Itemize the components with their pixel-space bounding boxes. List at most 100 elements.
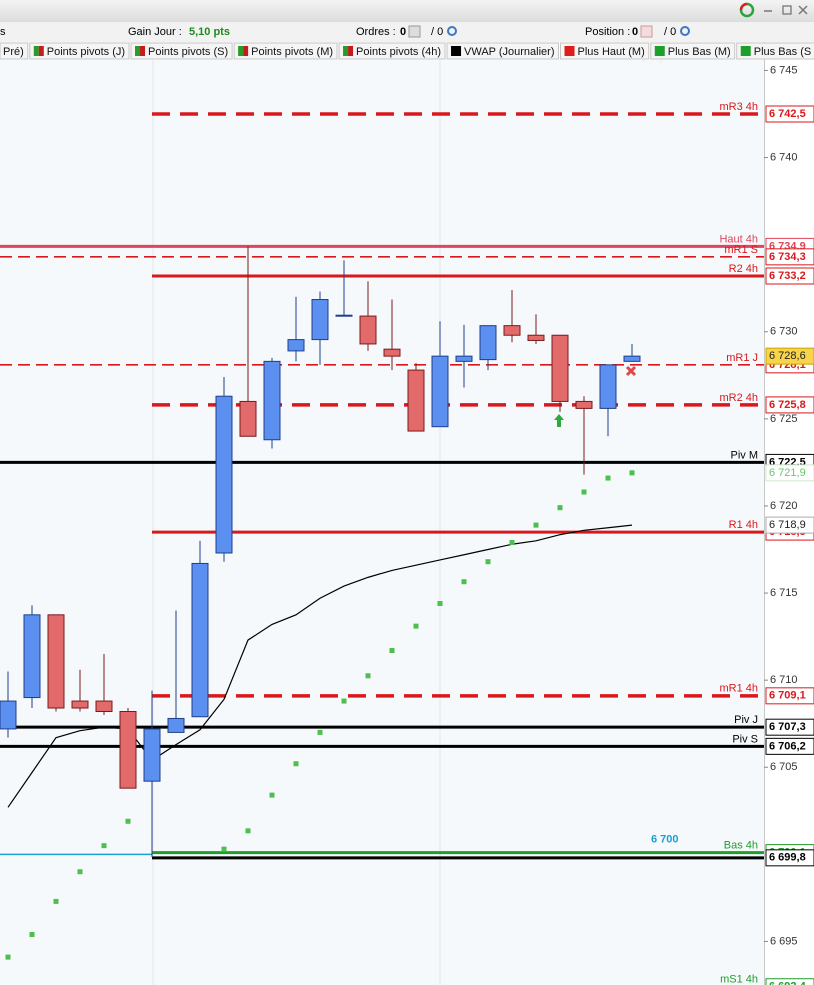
- vwap-label: 6 718,9: [769, 519, 806, 531]
- last-price-label: 6 728,6: [769, 350, 806, 362]
- position-settings-icon[interactable]: [680, 26, 690, 36]
- tab-label: VWAP (Journalier): [464, 46, 554, 58]
- orders-settings-icon[interactable]: [447, 26, 457, 36]
- tab-background: [130, 42, 233, 60]
- sar-dot: [29, 931, 35, 937]
- tab-label: Points pivots (M): [251, 46, 333, 58]
- indicator-tab[interactable]: VWAP (Journalier): [446, 42, 560, 60]
- y-tick-label: 6 695: [770, 935, 798, 947]
- candle-body: [71, 700, 89, 709]
- indicator-tab[interactable]: Plus Bas (S: [736, 42, 814, 60]
- level-label-box: [765, 105, 814, 123]
- annotation-label: 6 700: [651, 833, 679, 845]
- tab-swatch: [654, 46, 665, 56]
- sar-dot: [269, 792, 275, 798]
- orders-close-icon[interactable]: [408, 25, 421, 38]
- sar-dot: [5, 954, 11, 960]
- candle-body: [623, 355, 641, 362]
- tab-swatch: [740, 46, 751, 56]
- candle-body: [527, 334, 545, 341]
- sar-dot: [461, 579, 467, 585]
- tab-background: [233, 42, 338, 60]
- y-tick-label: 6 720: [770, 500, 798, 512]
- level-name: mR1 4h: [719, 683, 758, 695]
- level-label: 6 742,5: [769, 108, 806, 120]
- level-label-box: [765, 396, 814, 414]
- candle-body: [0, 700, 17, 730]
- candle-body: [47, 614, 65, 709]
- level-label-box: [765, 737, 814, 755]
- candle-body: [239, 400, 257, 437]
- level-label: 6 734,3: [769, 251, 806, 263]
- indicator-tab[interactable]: Plus Bas (M): [650, 42, 736, 60]
- price-axis: [764, 42, 814, 985]
- level-name: R2 4h: [729, 263, 758, 275]
- candle-body: [119, 711, 137, 789]
- tab-swatch: [38, 46, 44, 56]
- y-tick-label: 6 725: [770, 413, 798, 425]
- level-label-box: [765, 718, 814, 736]
- indicator-tab[interactable]: Points pivots (M): [233, 42, 338, 60]
- tab-swatch: [343, 46, 349, 56]
- indicator-tab[interactable]: Plus Haut (M): [560, 42, 650, 60]
- sar-dot: [605, 475, 611, 481]
- position-close-icon[interactable]: [640, 25, 653, 38]
- tab-label: Points pivots (J): [47, 46, 125, 58]
- orders-value: 0: [400, 26, 406, 38]
- candle-body: [287, 339, 305, 352]
- tab-label: Points pivots (4h): [356, 46, 441, 58]
- candle-body: [95, 700, 113, 713]
- sar-dot: [413, 623, 419, 629]
- candle-body: [503, 325, 521, 336]
- level-name: Haut 4h: [719, 233, 758, 245]
- indicator-tab[interactable]: Points pivots (S): [130, 42, 233, 60]
- indicator-tab[interactable]: Points pivots (4h): [338, 42, 446, 60]
- indicator-tab[interactable]: Pré): [0, 42, 29, 60]
- maximize-button[interactable]: [782, 5, 792, 15]
- level-label: 6 707,3: [769, 721, 806, 733]
- tab-swatch: [243, 46, 249, 56]
- candle-body: [359, 315, 377, 345]
- close-button[interactable]: [798, 5, 808, 15]
- level-label-box: [765, 267, 814, 285]
- y-tick-label: 6 715: [770, 587, 798, 599]
- sar-dot: [245, 828, 251, 834]
- candle-body: [479, 325, 497, 361]
- sar-dot: [437, 601, 443, 607]
- level-name: mR2 4h: [719, 392, 758, 404]
- tab-swatch: [33, 46, 39, 56]
- sar-dot: [533, 522, 539, 528]
- tab-background: [338, 42, 446, 60]
- y-tick-label: 6 740: [770, 151, 798, 163]
- level-label: 6 706,2: [769, 740, 806, 752]
- candle-body: [191, 562, 209, 718]
- sar-dot: [629, 470, 635, 476]
- tab-swatch: [140, 46, 146, 56]
- candle-body: [455, 355, 473, 362]
- order-cancel-icon[interactable]: [625, 365, 637, 377]
- title-bar: [0, 0, 814, 22]
- candle-body: [23, 614, 41, 699]
- gain-label: Gain Jour :: [128, 26, 182, 38]
- tab-label: Plus Bas (S: [754, 46, 811, 58]
- level-label: 6 733,2: [769, 270, 806, 282]
- vwap-label-box: [765, 516, 814, 534]
- level-name: Piv J: [734, 714, 758, 726]
- level-label-box: [765, 248, 814, 266]
- candle-body: [383, 348, 401, 357]
- indicator-tab[interactable]: Points pivots (J): [29, 42, 130, 60]
- tab-swatch: [135, 46, 141, 56]
- level-label-box: [765, 687, 814, 705]
- y-tick-label: 6 710: [770, 674, 798, 686]
- level-name: R1 4h: [729, 519, 758, 531]
- candle-body: [311, 299, 329, 341]
- vwap-line: [7, 524, 633, 808]
- sar-dot: [341, 698, 347, 704]
- axis-layer: 6 745 6 740 6 730 6 725 6 720 6 715 6 710 6 705…: [764, 64, 814, 985]
- tab-label: Pré): [3, 46, 24, 58]
- level-name: Piv M: [731, 449, 759, 461]
- tab-swatch: [348, 46, 354, 56]
- candle-body: [431, 355, 449, 428]
- tab-label: Plus Haut (M): [578, 46, 645, 58]
